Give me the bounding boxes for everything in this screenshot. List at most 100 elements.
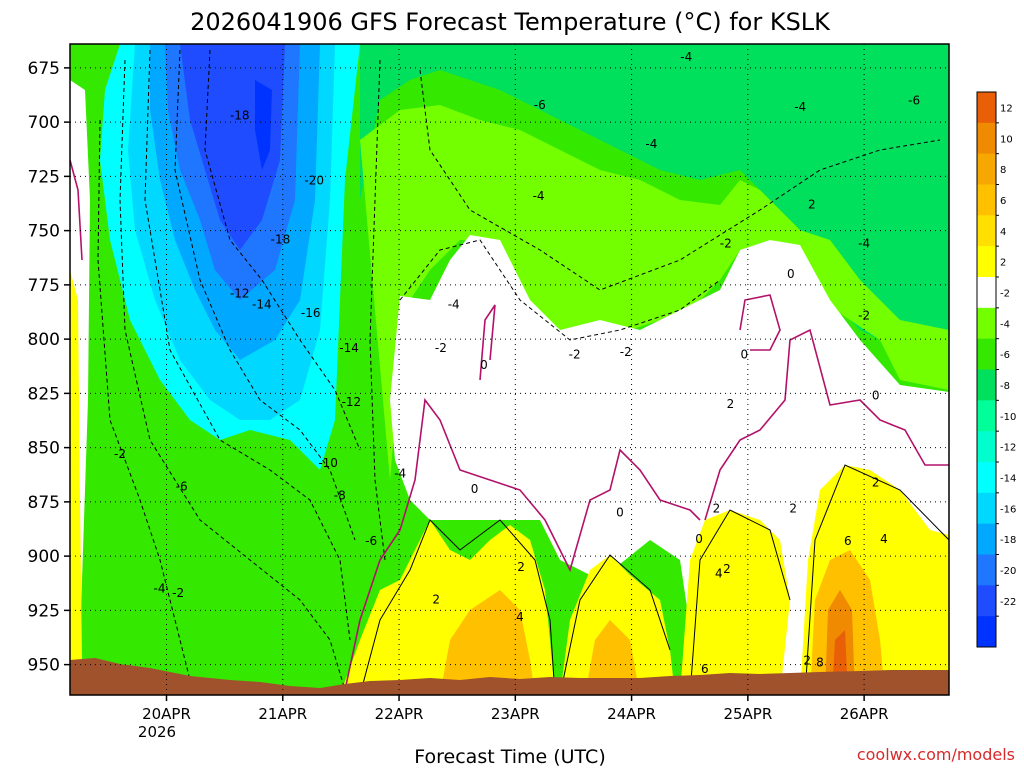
colorbar-label--8: -8 bbox=[1000, 381, 1010, 392]
colorbar-label--16: -16 bbox=[1000, 504, 1016, 515]
y-tick-label-800: 800 bbox=[28, 330, 60, 350]
chart-title: 2026041906 GFS Forecast Temperature (°C)… bbox=[190, 8, 831, 36]
contour-label: 6 bbox=[701, 662, 709, 676]
y-tick-label-700: 700 bbox=[28, 113, 60, 133]
contour-label: -2 bbox=[620, 345, 632, 359]
contour-solid-3 bbox=[689, 509, 791, 695]
colorbar-swatch bbox=[977, 184, 996, 216]
colorbar-label--4: -4 bbox=[1000, 319, 1010, 330]
grid bbox=[70, 44, 949, 695]
colorbar-label--10: -10 bbox=[1000, 412, 1016, 423]
contour-dashed-2 bbox=[144, 49, 351, 641]
colorbar-swatch bbox=[977, 554, 996, 586]
contour-label: -6 bbox=[908, 93, 920, 107]
contour-dashed-7 bbox=[419, 69, 941, 291]
colorbar-swatch bbox=[977, 400, 996, 432]
contour-label: 2 bbox=[808, 198, 816, 212]
fill-warm-lobe-2 bbox=[560, 555, 675, 695]
contour-label: -4 bbox=[394, 467, 406, 481]
zero-contour bbox=[70, 159, 949, 691]
fill-bright-green-band bbox=[360, 105, 949, 480]
colorbar-swatch bbox=[977, 616, 996, 648]
colorbar-label-6: 6 bbox=[1000, 196, 1006, 207]
colorbar: 12 10 8 6 4 2 -2 -4 -6 -8 -10 -12 -14 -16 -18 -20 -22 bbox=[976, 91, 1016, 648]
x-tick-label-25APR: 25APR bbox=[723, 705, 772, 723]
contour-label: 2 bbox=[872, 475, 880, 489]
contour-label: 4 bbox=[880, 532, 888, 546]
contour-label: -10 bbox=[318, 456, 338, 470]
y-tick-label-725: 725 bbox=[28, 167, 60, 187]
x-tick-label-26APR: 26APR bbox=[840, 705, 889, 723]
colorbar-swatch bbox=[977, 215, 996, 247]
contour-label: 0 bbox=[480, 358, 488, 372]
colorbar-label-12: 12 bbox=[1000, 103, 1013, 114]
x-axis: 20APR 21APR 22APR 23APR 24APR 25APR 26APR bbox=[142, 695, 889, 723]
y-tick-label-950: 950 bbox=[28, 656, 60, 676]
contour-label: -4 bbox=[448, 297, 460, 311]
contour-label: -6 bbox=[534, 98, 546, 112]
x-year-label: 2026 bbox=[138, 723, 176, 741]
contour-label: 4 bbox=[516, 610, 524, 624]
y-tick-label-825: 825 bbox=[28, 384, 60, 404]
contour-lines-solid bbox=[359, 464, 949, 695]
contour-solid-1 bbox=[359, 519, 556, 695]
contour-label: -4 bbox=[533, 189, 545, 203]
contour-dashed-8 bbox=[399, 239, 721, 341]
contour-label: 0 bbox=[787, 267, 795, 281]
fill-warm-lobe-1-orange bbox=[440, 590, 535, 695]
contour-label: 0 bbox=[872, 389, 880, 403]
fill-left-edge-yellow bbox=[70, 270, 82, 670]
x-tick-label-23APR: 23APR bbox=[491, 705, 540, 723]
contour-label: -4 bbox=[858, 237, 870, 251]
zero-contour-mid bbox=[479, 304, 496, 381]
contour-dashed-5 bbox=[97, 119, 191, 681]
plot-border bbox=[69, 43, 950, 696]
y-tick-label-925: 925 bbox=[28, 601, 60, 621]
contour-label: -12 bbox=[342, 395, 362, 409]
contour-label: -2 bbox=[569, 347, 581, 361]
plot-area: -18-20-18-12-14-16-14-12-10-8-6-6-2-4 -2-… bbox=[70, 44, 949, 695]
contour-label: -4 bbox=[154, 582, 166, 596]
colorbar-swatch bbox=[977, 431, 996, 463]
colorbar-swatch bbox=[977, 122, 996, 155]
contour-dashed-3 bbox=[174, 49, 356, 541]
contour-label: -20 bbox=[304, 174, 324, 188]
zero-contour-left bbox=[70, 159, 83, 261]
contour-label: -2 bbox=[858, 308, 870, 322]
contour-label: -2 bbox=[720, 237, 732, 251]
contour-label: 0 bbox=[741, 347, 749, 361]
contour-label: 8 bbox=[816, 655, 824, 669]
contour-lines-dashed bbox=[97, 49, 941, 691]
contour-label: -6 bbox=[365, 534, 377, 548]
contour-label: -14 bbox=[339, 341, 359, 355]
contour-label: 6 bbox=[844, 534, 852, 548]
colorbar-swatch bbox=[977, 338, 996, 370]
x-tick-label-22APR: 22APR bbox=[375, 705, 424, 723]
contour-label: 2 bbox=[517, 560, 525, 574]
contour-label: 2 bbox=[713, 501, 721, 515]
colorbar-swatch bbox=[977, 585, 996, 617]
fill-warm-lobe-3 bbox=[680, 510, 790, 695]
colorbar-label-10: 10 bbox=[1000, 134, 1013, 145]
x-tick-label-21APR: 21APR bbox=[258, 705, 307, 723]
contour-label: -4 bbox=[680, 50, 692, 64]
colorbar-label--6: -6 bbox=[1000, 350, 1010, 361]
zero-contour-upper-right bbox=[739, 294, 781, 351]
colorbar-label--18: -18 bbox=[1000, 535, 1016, 546]
y-tick-label-850: 850 bbox=[28, 439, 60, 459]
contour-label: 2 bbox=[432, 593, 440, 607]
contour-label: -8 bbox=[334, 488, 346, 502]
colorbar-label--12: -12 bbox=[1000, 443, 1016, 454]
credit-text: coolwx.com/models bbox=[857, 745, 1015, 764]
contour-label: 0 bbox=[616, 506, 624, 520]
y-tick-label-750: 750 bbox=[28, 222, 60, 242]
colorbar-swatch bbox=[977, 462, 996, 494]
contour-label: -4 bbox=[645, 137, 657, 151]
terrain bbox=[70, 658, 949, 695]
contour-label: 2 bbox=[727, 397, 735, 411]
y-axis: 675 700 725 750 775 800 825 850 875 900 925 950 bbox=[28, 59, 70, 676]
contour-label: -2 bbox=[172, 586, 184, 600]
contour-label: -12 bbox=[230, 287, 250, 301]
contour-label: -2 bbox=[114, 447, 126, 461]
